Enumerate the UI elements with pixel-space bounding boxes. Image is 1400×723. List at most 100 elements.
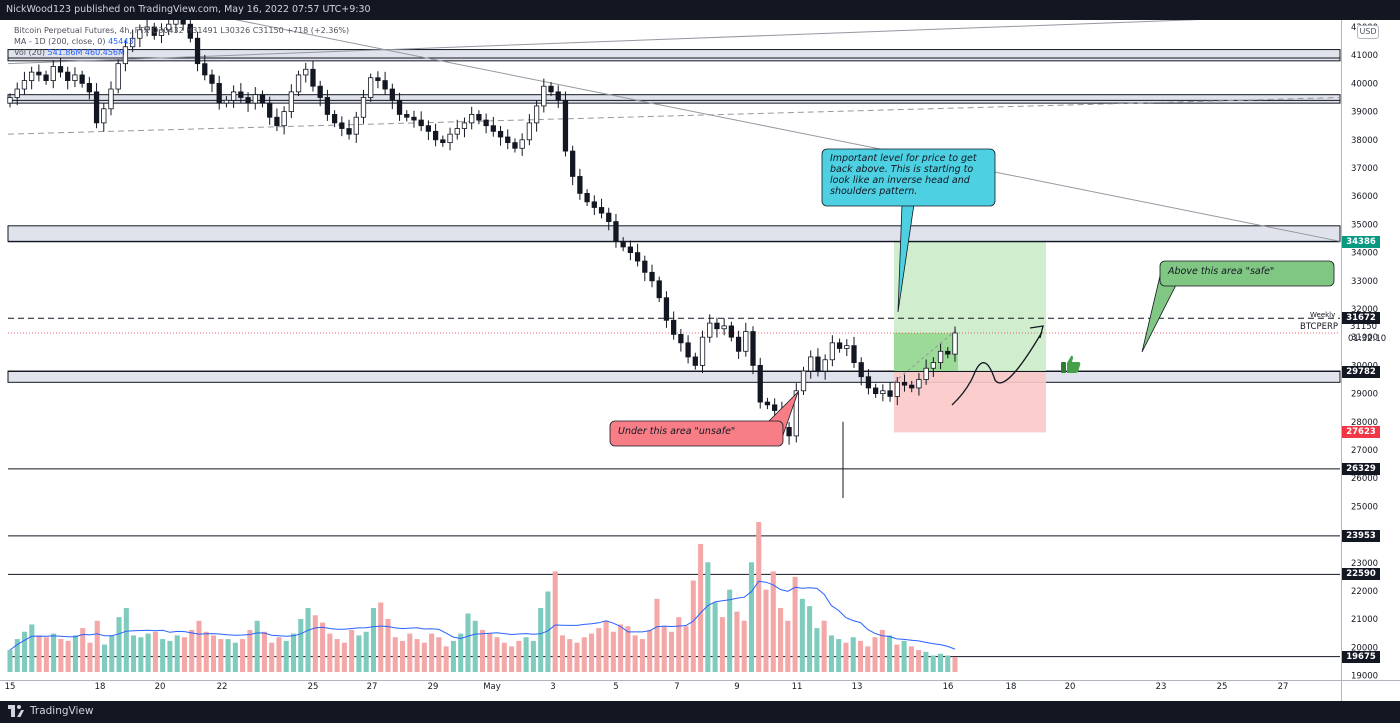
candle-body [187,23,193,39]
candle [14,82,20,106]
candle [108,81,114,116]
candle [822,354,828,380]
candle-body [656,280,662,299]
volume-bar [407,633,413,672]
candle-body [620,240,626,248]
candle [50,59,56,89]
candle-body [678,333,684,344]
candle-body [440,139,446,144]
volume-bar [596,628,602,672]
candle [324,89,331,121]
candle-body [339,122,345,129]
volume-bar [400,640,406,672]
candle-body [166,23,172,31]
y-tick-label: 22000 [1351,587,1378,597]
candle [598,198,605,219]
candle-body [259,94,266,104]
candle [238,83,244,103]
candle [764,397,771,410]
volume-bar [341,642,347,672]
volume-bar [58,639,64,672]
candle [945,347,951,359]
candle [937,343,944,370]
volume-bar [712,602,718,672]
x-tick-label: 11 [792,682,803,692]
candle [656,276,662,302]
volume-bar [857,640,864,672]
volume-bar [181,637,187,672]
candle [166,20,172,36]
candle [346,119,352,140]
candle [800,366,807,396]
volume-bar [101,644,108,672]
candle-body [945,350,951,355]
volume-bar [160,639,166,672]
candle-body [173,20,179,25]
price-chart[interactable]: 4200041000400003900038000370003600035000… [0,20,1400,701]
volume-bar [80,628,86,672]
volume-bar [901,640,907,672]
volume-bar [87,642,93,672]
candle [230,85,237,108]
candle-body [396,99,403,115]
projection-arrow [951,331,1043,406]
tradingview-logo[interactable]: TradingView [8,705,93,717]
candle [692,352,698,370]
candle-body [209,74,215,84]
volume-bar [698,543,704,672]
volume-bar [952,657,958,672]
x-tick-label: 13 [852,682,863,692]
candle [577,168,583,200]
candle-body [267,102,273,118]
volume-bar [734,611,740,672]
candle [533,100,540,132]
volume-bar [683,626,689,672]
volume-bar [930,655,936,672]
currency-button[interactable]: USD [1357,25,1379,39]
volume-bar [94,620,100,672]
volume-bar [436,637,442,672]
candle-body [14,88,20,98]
candle-body [50,66,56,81]
volume-bar [785,620,791,672]
candle-body [57,66,64,73]
volume-bar [545,591,551,672]
candle-body [454,128,460,135]
volume-bar [567,639,573,672]
volume-bar [865,646,871,672]
candle [750,326,756,375]
candle [461,117,468,138]
candle-body [324,97,331,115]
candle-body [238,91,244,98]
candle-body [469,114,475,124]
volume-bar [748,562,754,672]
candle [851,336,857,368]
candle-body [43,74,49,81]
candle-body [800,370,807,392]
candle-body [764,401,771,406]
legend-ma: MA - 1D (200, close, 0) 45443 [14,36,134,47]
candle [613,213,619,248]
position-entry-line [893,328,959,383]
candle [115,59,121,94]
volume-bar [116,617,122,672]
candle [288,84,294,119]
candle [570,145,576,186]
candle [685,335,691,364]
volume-bar [298,618,304,672]
volume-bar [225,639,231,672]
candle [519,133,525,156]
legend-ohlc: O30432 H31491 L30326 C31150 +718 (+2.36%… [151,26,350,35]
candle [129,29,136,53]
candle [490,116,496,137]
x-tick-label: 25 [308,682,319,692]
candle-body [303,68,309,76]
candle-body [317,85,323,98]
candle-body [65,71,71,81]
candle [382,71,388,95]
candle-body [122,46,129,65]
candle-body [663,297,670,321]
x-tick-label: 27 [367,682,378,692]
price-tag-27623: 27623 [1342,426,1380,439]
volume-bar [196,620,202,672]
